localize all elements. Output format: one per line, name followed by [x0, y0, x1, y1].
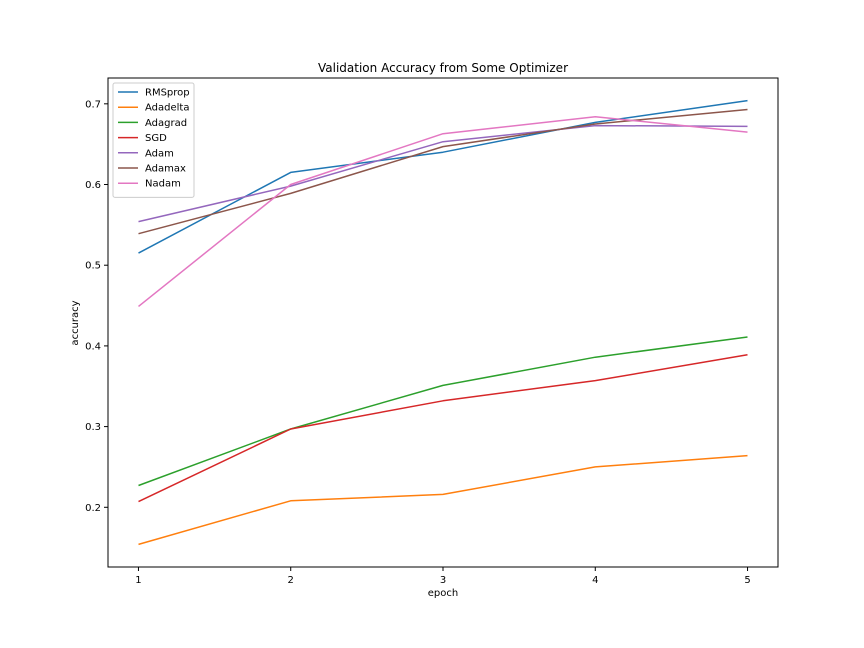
legend-label-adadelta: Adadelta	[145, 103, 189, 114]
legend-label-sgd: SGD	[145, 133, 167, 144]
x-tick-label: 4	[592, 575, 598, 586]
x-tick-label: 1	[135, 575, 141, 586]
y-tick-label: 0.4	[85, 341, 101, 352]
y-tick-label: 0.7	[85, 99, 101, 110]
y-tick-label: 0.2	[85, 503, 101, 514]
x-tick-label: 5	[744, 575, 750, 586]
series-line-sgd	[138, 354, 748, 503]
y-tick-label: 0.5	[85, 261, 101, 272]
legend-label-adamax: Adamax	[145, 164, 186, 175]
legend-label-nadam: Nadam	[145, 179, 181, 190]
plot-area: 1 2 3 4 5 0.2 0.3 0.4 0.5 0.6 0.7	[85, 99, 751, 586]
y-tick-label: 0.3	[85, 422, 101, 433]
x-tick-label: 2	[288, 575, 294, 586]
series-line-adadelta	[138, 454, 748, 546]
chart-title: Validation Accuracy from Some Optimizer	[318, 61, 568, 75]
series-line-adagrad	[138, 336, 748, 487]
series-line-rmsprop	[138, 99, 748, 254]
legend-label-rmsprop: RMSprop	[145, 88, 190, 99]
x-tick-label: 3	[440, 575, 446, 586]
legend-box	[112, 82, 195, 198]
legend: RMSprop Adadelta Adagrad SGD Adam Adamax Nadam	[112, 82, 195, 198]
y-axis-label: accuracy	[70, 300, 81, 345]
series-line-nadam	[138, 115, 748, 307]
legend-label-adam: Adam	[145, 148, 174, 159]
legend-label-adagrad: Adagrad	[145, 118, 187, 129]
y-tick-label: 0.6	[85, 180, 101, 191]
x-axis-label: epoch	[428, 588, 458, 599]
series-line-adamax	[138, 108, 748, 235]
axes-frame	[107, 77, 779, 568]
series-line-adam	[138, 124, 748, 223]
